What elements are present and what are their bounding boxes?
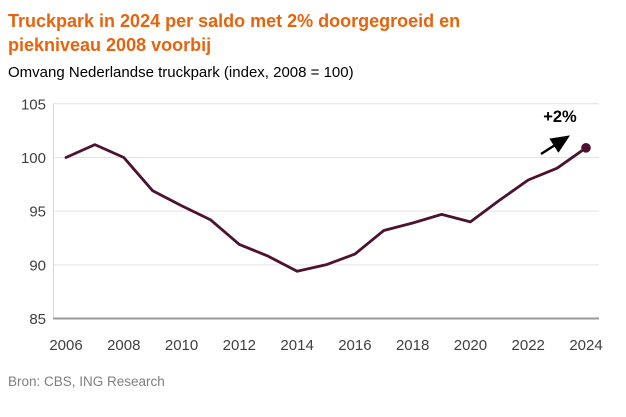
x-tick-label: 2012	[223, 337, 256, 354]
x-tick-label: 2016	[338, 337, 371, 354]
x-tick-label: 2008	[107, 337, 140, 354]
end-point-marker	[581, 143, 591, 153]
chart-subtitle: Omvang Nederlandse truckpark (index, 200…	[8, 64, 354, 81]
x-tick-label: 2022	[512, 337, 545, 354]
truckpark-index-line	[64, 143, 588, 273]
x-tick-label: 2014	[280, 337, 313, 354]
y-tick-label: 105	[21, 96, 46, 113]
source-text: Bron: CBS, ING Research	[8, 374, 165, 389]
page-title: Truckpark in 2024 per saldo met 2% doorg…	[8, 11, 461, 55]
growth-annotation-label: +2%	[543, 108, 577, 126]
y-tick-label: 85	[29, 311, 46, 328]
growth-annotation-arrow	[540, 135, 571, 156]
x-tick-label: 2024	[569, 337, 602, 354]
y-tick-label: 95	[29, 204, 46, 221]
x-tick-label: 2018	[396, 337, 429, 354]
x-tick-label: 2010	[165, 337, 198, 354]
y-tick-label: 90	[29, 257, 46, 274]
x-tick-label: 2006	[49, 337, 82, 354]
x-tick-label: 2020	[454, 337, 487, 354]
y-tick-label: 100	[21, 150, 46, 167]
